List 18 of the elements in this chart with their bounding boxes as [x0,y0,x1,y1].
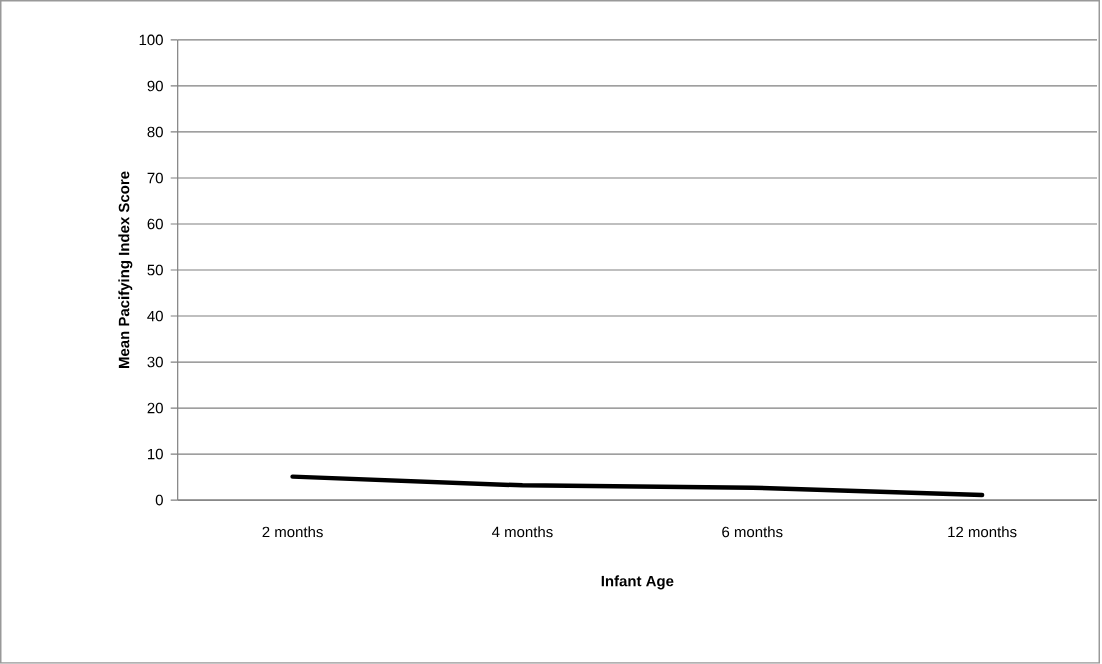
x-tick-label: 4 months [491,526,553,538]
y-axis-title: Mean Pacifying Index Score [118,171,133,369]
y-tick-label: 60 [147,218,163,230]
y-tick-label: 10 [148,448,163,460]
y-tick-label: 0 [155,494,163,506]
y-tick-label: 30 [147,356,163,368]
y-tick-label: 20 [147,402,163,414]
x-tick-label: 2 months [262,526,323,538]
y-tick-label: 50 [147,264,163,276]
x-tick-label: 6 months [722,526,783,538]
y-tick-label: 100 [139,34,163,46]
y-tick-label: 40 [147,310,163,322]
x-tick-label: 12 months [948,526,1017,538]
y-tick-label: 80 [147,126,163,138]
y-tick-label: 70 [147,172,163,184]
x-axis-title: Infant Age [601,575,674,590]
line-series [290,474,985,498]
y-tick-label: 90 [147,80,163,92]
